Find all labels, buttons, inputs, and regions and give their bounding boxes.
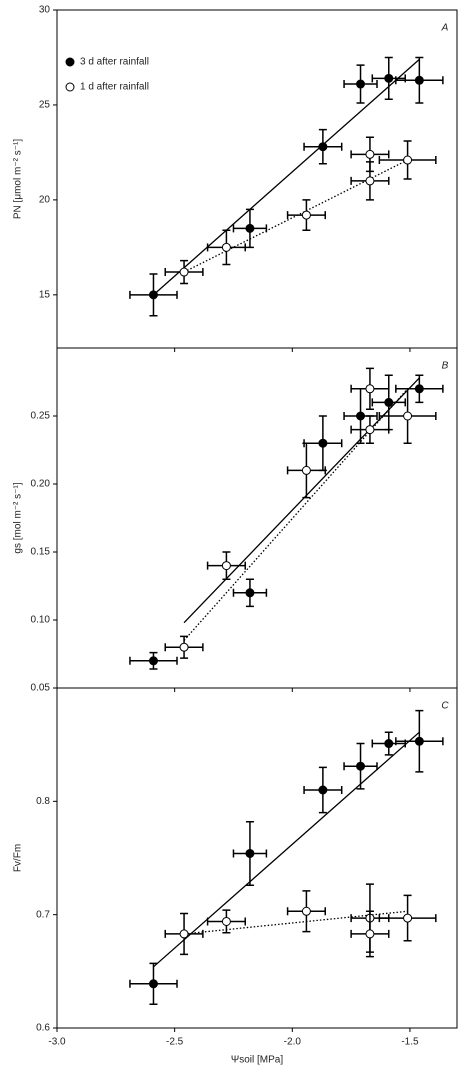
data-point — [356, 761, 366, 771]
panel-letter: B — [442, 361, 449, 372]
data-point — [318, 142, 328, 152]
y-tick-label: 20 — [39, 195, 51, 206]
data-point — [414, 736, 424, 746]
data-point — [318, 438, 328, 448]
data-point — [365, 384, 375, 394]
y-axis-label: gs [mol m⁻² s⁻¹] — [13, 482, 24, 553]
data-point — [403, 411, 413, 421]
plot-frame — [56, 347, 458, 689]
data-point — [245, 848, 255, 858]
data-point — [221, 916, 231, 926]
y-tick-label: 0.05 — [31, 683, 51, 694]
data-point — [221, 242, 231, 252]
fit-line — [183, 910, 408, 935]
fit-line — [153, 731, 420, 968]
data-point — [365, 149, 375, 159]
data-point — [384, 73, 394, 83]
data-point — [414, 384, 424, 394]
y-tick-label: 30 — [39, 5, 51, 16]
y-axis-label: PN [μmol m⁻² s⁻¹] — [13, 139, 24, 219]
panel-letter: A — [441, 23, 449, 34]
y-tick-label: 0.25 — [31, 411, 51, 422]
data-point — [301, 906, 311, 916]
y-tick-label: 0.6 — [36, 1023, 50, 1034]
legend-label: 1 d after rainfall — [80, 82, 149, 93]
data-point — [148, 290, 158, 300]
y-tick-label: 25 — [39, 100, 51, 111]
data-point — [301, 465, 311, 475]
fit-line — [183, 159, 408, 273]
y-tick-label: 0.10 — [31, 615, 51, 626]
data-point — [301, 210, 311, 220]
y-tick-label: 15 — [39, 289, 51, 300]
data-point — [318, 785, 328, 795]
data-point — [403, 155, 413, 165]
y-tick-label: 0.7 — [36, 909, 50, 920]
data-point — [403, 913, 413, 923]
data-point — [384, 397, 394, 407]
plot-frame — [56, 687, 458, 1029]
y-tick-label: 0.8 — [36, 796, 50, 807]
x-tick-label: -2.0 — [284, 1037, 302, 1048]
fit-line — [153, 58, 420, 296]
data-point — [148, 979, 158, 989]
data-point — [245, 588, 255, 598]
data-point — [365, 176, 375, 186]
data-point — [245, 223, 255, 233]
data-point — [221, 561, 231, 571]
data-point — [179, 929, 189, 939]
fit-line — [183, 388, 409, 641]
x-tick-label: -2.5 — [166, 1037, 184, 1048]
legend-marker — [65, 82, 75, 92]
y-axis-label: Fv/Fm — [13, 844, 24, 872]
data-point — [356, 79, 366, 89]
panel-letter: C — [441, 701, 449, 712]
y-tick-label: 0.15 — [31, 547, 51, 558]
legend-label: 3 d after rainfall — [80, 57, 149, 68]
legend-marker — [65, 57, 75, 67]
data-point — [148, 656, 158, 666]
data-point — [384, 739, 394, 749]
data-point — [414, 75, 424, 85]
data-point — [365, 425, 375, 435]
x-axis-label: Ψsoil [MPa] — [231, 1055, 283, 1066]
x-tick-label: -3.0 — [48, 1037, 66, 1048]
data-point — [179, 642, 189, 652]
data-point — [365, 929, 375, 939]
x-tick-label: -1.5 — [401, 1037, 419, 1048]
fit-line — [183, 377, 420, 624]
data-point — [179, 267, 189, 277]
y-tick-label: 0.20 — [31, 479, 51, 490]
data-point — [356, 411, 366, 421]
